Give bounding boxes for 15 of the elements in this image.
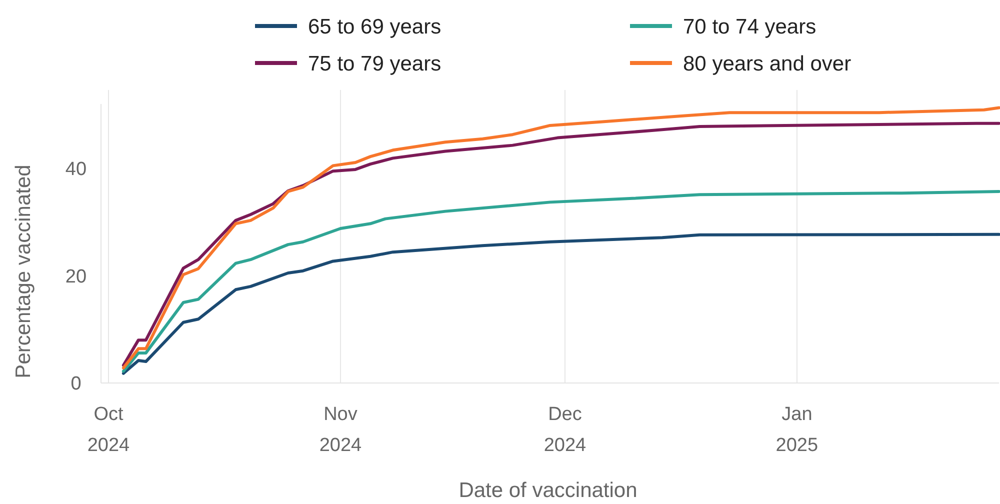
legend-label: 70 to 74 years xyxy=(683,15,816,38)
legend-label: 80 years and over xyxy=(683,52,852,76)
x-tick-label: Oct 2024 xyxy=(87,404,130,456)
y-tick-label: 40 xyxy=(65,159,87,180)
x-tick-label: Dec 2024 xyxy=(544,404,587,456)
x-tick-label: Nov 2024 xyxy=(319,404,362,456)
x-axis-title: Date of vaccination xyxy=(458,479,638,502)
y-axis-title: Percentage vaccinated xyxy=(12,164,35,378)
legend-label: 75 to 79 years xyxy=(308,52,442,76)
line-series xyxy=(122,190,1000,373)
x-tick-label: Jan 2025 xyxy=(776,404,818,456)
line-series xyxy=(122,232,1000,375)
y-tick-label: 0 xyxy=(70,374,82,395)
y-tick-label: 20 xyxy=(65,266,87,288)
legend-label: 65 to 69 years xyxy=(308,15,442,38)
